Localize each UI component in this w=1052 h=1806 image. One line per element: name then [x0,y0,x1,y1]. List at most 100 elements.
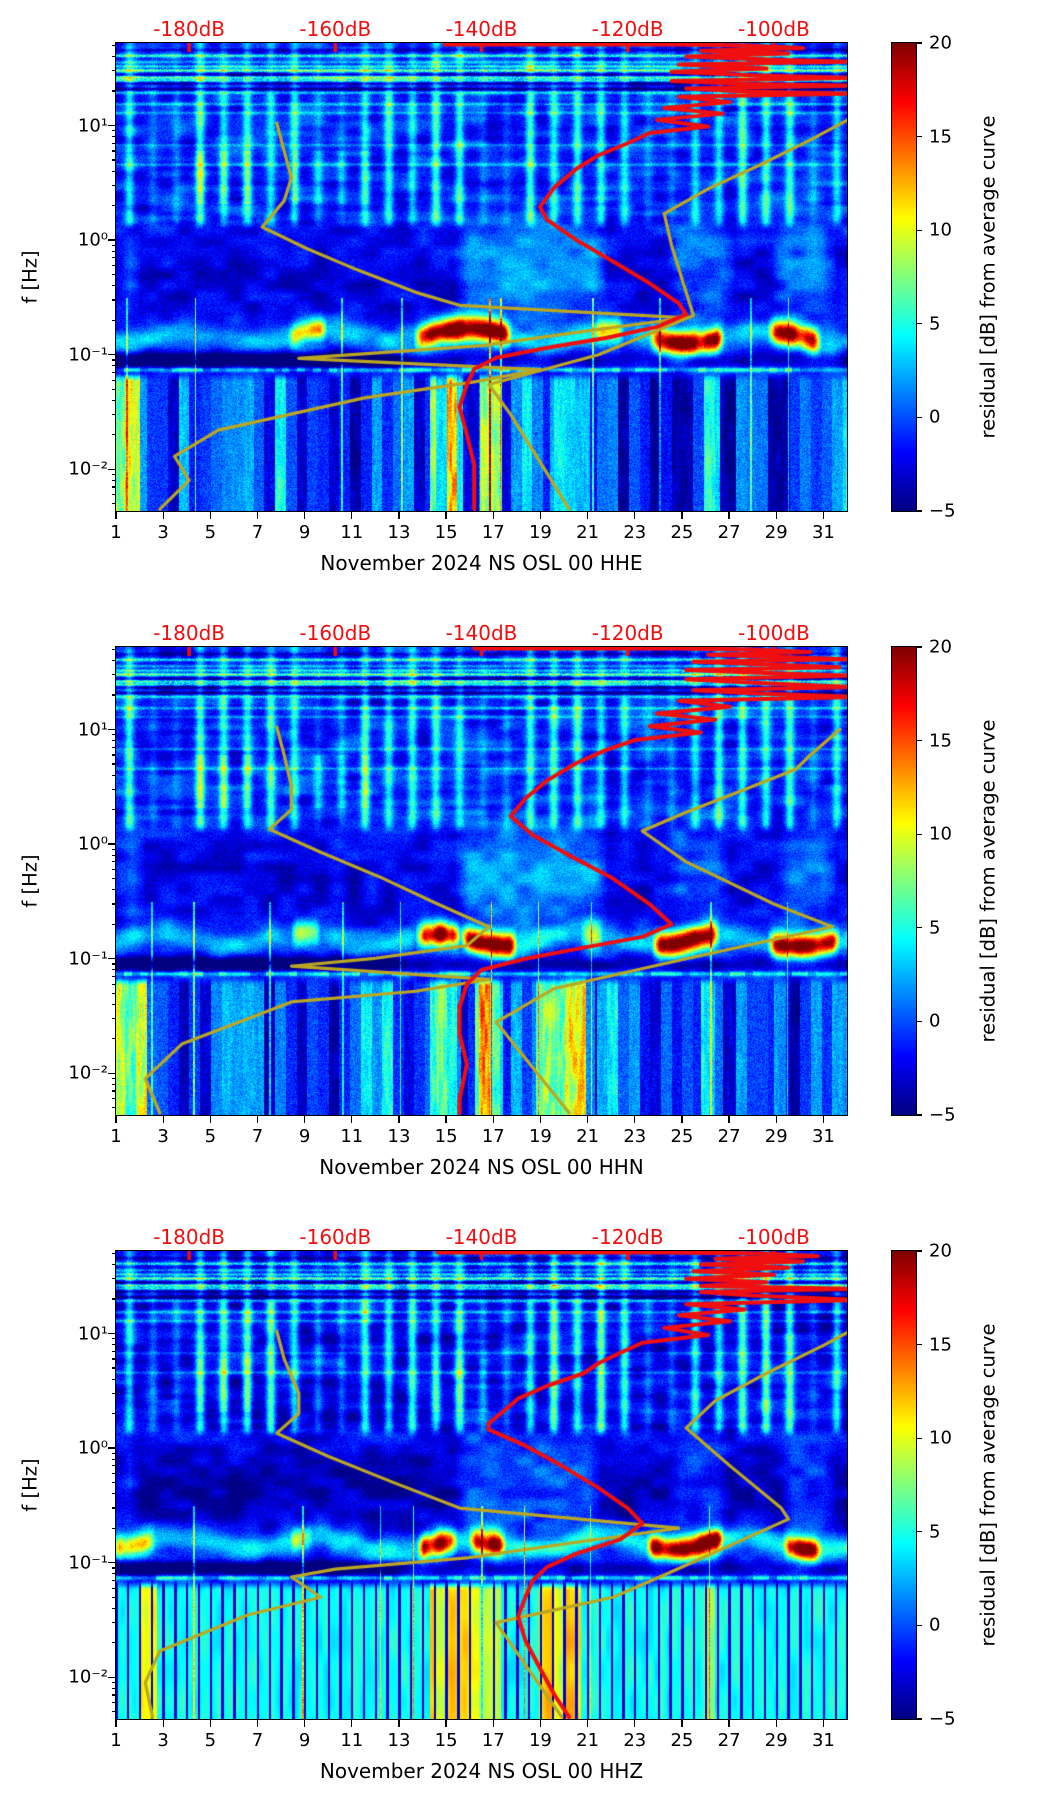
x-tick-label: 11 [340,1730,364,1751]
x-tick-label: 5 [204,1126,217,1147]
colorbar-tick-label: 10 [929,219,952,241]
y-minor-tick [111,244,116,246]
y-minor-tick [111,1567,116,1569]
top-axis-db-label: -100dB [737,17,810,41]
top-axis-db-label: -180dB [153,17,225,41]
x-tick-label: 1 [110,1126,122,1147]
spectrogram-heatmap-hhe [114,41,848,512]
y-minor-tick [111,734,116,736]
y-tick-label: 10⁰ [77,229,108,251]
x-axis-title: November 2024 NS OSL 00 HHE [320,551,643,575]
y-minor-tick [111,969,116,971]
y-axis-label: f [Hz] [18,1458,42,1512]
x-tick [492,1115,494,1123]
y-minor-tick [111,878,116,880]
x-tick-label: 1 [110,1730,122,1751]
y-minor-tick [111,299,116,301]
colorbar-tick [916,323,922,325]
y-minor-tick [111,1702,116,1704]
y-minor-tick [111,861,116,863]
y-minor-tick [111,1090,116,1092]
y-minor-tick [111,503,116,505]
top-axis-db-label: -100dB [737,621,810,645]
colorbar-tick-label: 15 [929,1334,952,1356]
colorbar-hhe [890,41,917,512]
y-minor-tick [111,1077,116,1080]
top-axis-db-label: -160dB [299,1225,372,1249]
y-minor-tick [111,379,116,381]
y-minor-tick [111,1579,116,1582]
y-minor-tick [111,359,116,361]
colorbar-tick [916,833,922,835]
y-minor-tick [111,983,116,985]
x-tick [634,1719,636,1727]
x-tick-label: 15 [434,522,458,543]
colorbar-tick [916,739,922,742]
y-minor-tick [111,1472,116,1475]
y-minor-tick [111,1587,116,1589]
x-tick-label: 5 [204,1730,217,1751]
x-tick [256,1719,259,1727]
x-tick-label: 1 [110,522,122,543]
x-tick-label: 31 [811,522,835,543]
top-axis-db-label: -120dB [591,621,664,645]
y-minor-tick [111,1573,116,1575]
y-minor-tick [111,1350,116,1352]
y-tick-label: 10⁻² [68,1062,108,1084]
y-minor-tick [111,963,116,965]
colorbar-tick-label: 5 [929,1521,941,1543]
y-major-tick [108,843,116,845]
y-minor-tick [111,1681,116,1684]
colorbar-tick [916,1718,922,1720]
x-tick-label: 5 [204,522,217,543]
colorbar-hhz [890,1249,917,1720]
x-tick-label: 31 [811,1126,835,1147]
x-tick [351,1115,353,1123]
y-major-tick [108,124,116,127]
x-tick [634,511,636,519]
y-minor-tick [111,414,116,416]
x-tick-label: 17 [481,1126,505,1147]
y-minor-tick [111,854,116,856]
colorbar-hhn [890,645,917,1116]
y-tick-label: 10⁻¹ [68,1552,108,1574]
y-minor-tick [111,1263,116,1266]
x-tick-label: 3 [157,522,169,543]
y-minor-tick [111,868,116,871]
x-tick [162,1719,164,1727]
y-tick-label: 10¹ [77,719,108,740]
colorbar-tick [916,135,922,138]
y-minor-tick [111,1083,116,1085]
y-minor-tick [111,142,116,144]
colorbar-tick-label: 5 [929,917,941,939]
y-minor-tick [111,319,116,321]
y-major-tick [108,1676,116,1678]
y-minor-tick [111,1392,116,1395]
colorbar-tick-label: −5 [929,1708,956,1730]
colorbar-tick-label: 15 [929,126,952,148]
y-tick-label: 10⁻¹ [68,344,108,366]
x-tick-label: 11 [340,522,364,543]
colorbar-tick [916,927,922,929]
y-tick-label: 10¹ [77,1323,108,1344]
y-minor-tick [111,975,116,978]
x-tick [822,1115,825,1123]
x-tick [539,1115,542,1123]
x-tick [492,1719,494,1727]
colorbar-tick [916,1437,922,1439]
x-tick-label: 17 [481,1730,505,1751]
x-tick [115,511,117,519]
top-axis-db-label: -140dB [445,17,518,41]
y-tick-label: 10⁻² [68,1666,108,1688]
y-minor-tick [111,1038,116,1040]
y-minor-tick [111,150,116,152]
y-minor-tick [111,1694,116,1696]
y-minor-tick [111,184,116,187]
y-minor-tick [111,1003,116,1005]
x-tick-label: 31 [811,1730,835,1751]
colorbar-tick [916,1624,922,1627]
x-tick [115,1115,117,1123]
x-tick [728,1115,730,1123]
x-tick-label: 27 [717,522,741,543]
